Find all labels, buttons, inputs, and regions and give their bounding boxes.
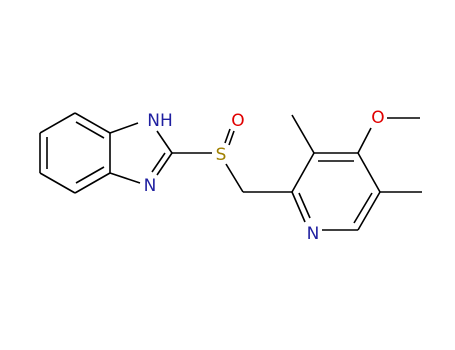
bond	[39, 112, 76, 134]
atom-label: N	[307, 224, 320, 244]
bond	[225, 163, 244, 193]
bond	[353, 192, 373, 224]
atom-label: NH	[147, 111, 173, 131]
bond	[75, 166, 105, 184]
bond	[109, 172, 141, 184]
atom-label: S	[216, 145, 227, 165]
bond	[228, 130, 235, 146]
bond	[109, 122, 139, 134]
bond	[298, 192, 311, 219]
bond	[291, 191, 306, 223]
bond	[291, 152, 315, 193]
bond	[357, 127, 372, 154]
bond	[151, 152, 166, 173]
atom-label: N	[144, 176, 157, 196]
bond	[156, 152, 173, 176]
bond	[74, 172, 111, 194]
bond	[357, 191, 381, 231]
bond	[156, 130, 173, 154]
atom-label: O	[231, 111, 244, 131]
bond	[75, 121, 105, 139]
bonds	[39, 112, 422, 231]
bond	[39, 172, 76, 194]
bond	[291, 114, 315, 154]
bond	[357, 152, 381, 193]
atom-label: O	[371, 108, 384, 128]
bond	[74, 112, 111, 134]
bond	[224, 128, 231, 144]
